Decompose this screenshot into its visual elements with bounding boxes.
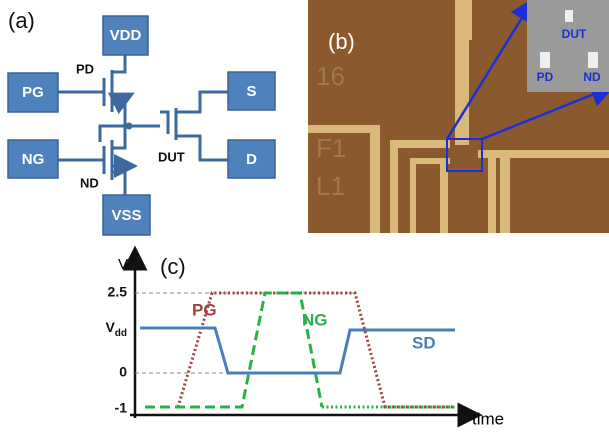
pg-label: PG — [22, 84, 44, 101]
tick-label: -1 — [115, 400, 128, 416]
pd-label: PD — [76, 61, 94, 76]
inset-label: DUT — [562, 27, 587, 41]
marking: L1 — [316, 171, 345, 201]
panel-label: (a) — [8, 8, 35, 33]
figure: (a) VDD PG NG VSS S D PD ND DUT (b) 16 — [0, 0, 609, 434]
tick-sub: dd — [115, 328, 127, 339]
inset-label: ND — [583, 70, 601, 84]
waveforms: (c) V time 2.5 Vdd 0 -1 PG NG SD — [105, 254, 504, 429]
panel-label: (b) — [328, 29, 355, 54]
tick-label: 0 — [119, 364, 127, 380]
pg-label: PG — [192, 300, 217, 319]
vdd-label: VDD — [110, 27, 142, 44]
micrograph: (b) 16 F1 L1 DUT PD ND — [308, 0, 609, 233]
marking: F1 — [316, 133, 346, 163]
tick-label: 2.5 — [108, 284, 128, 300]
ng-label: NG — [302, 310, 328, 329]
nd-label: ND — [80, 175, 99, 190]
marking: 16 — [316, 61, 345, 91]
pad — [588, 52, 598, 68]
panel-label: (c) — [160, 254, 186, 279]
inset-label: PD — [537, 70, 554, 84]
node — [126, 123, 133, 130]
ng-label: NG — [22, 151, 45, 168]
x-axis-label: time — [472, 409, 504, 428]
circuit: (a) VDD PG NG VSS S D PD ND DUT — [8, 8, 275, 235]
sd-wave — [140, 328, 455, 373]
pad — [540, 52, 550, 68]
sd-label: SD — [412, 333, 436, 352]
d-label: D — [246, 151, 257, 168]
y-axis-label: V — [118, 256, 128, 273]
s-label: S — [246, 83, 256, 100]
tick-label: Vdd — [105, 319, 127, 339]
dut-label: DUT — [158, 149, 185, 164]
ng-wave — [145, 293, 322, 407]
vss-label: VSS — [111, 207, 141, 224]
pad — [565, 10, 573, 22]
